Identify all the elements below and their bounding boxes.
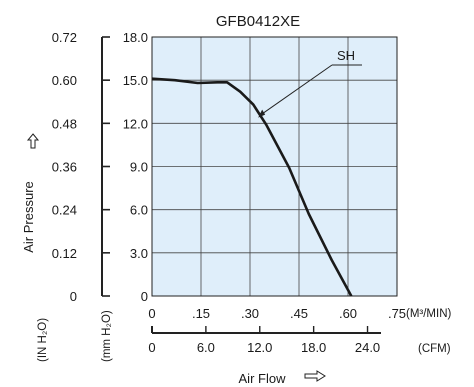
x-tick-label: .30: [241, 306, 259, 321]
series-leader-line: [260, 64, 333, 115]
mmh2o-tick-label: 6.0: [130, 203, 148, 218]
y-axis-label: Air Pressure: [21, 181, 36, 253]
mmh2o-tick-label: 0: [141, 289, 148, 304]
inh2o-tick-label: 0.36: [52, 160, 77, 175]
inh2o-tick-label: 0: [70, 289, 77, 304]
x-unit-m3min: (M³/MIN): [406, 308, 452, 320]
cfm-tick-label: 0: [148, 340, 155, 355]
mmh2o-tick-label: 18.0: [123, 30, 148, 45]
mmh2o-tick-label: 9.0: [130, 160, 148, 175]
cfm-tick-label: 6.0: [197, 340, 215, 355]
inh2o-tick-label: 0.72: [52, 30, 77, 45]
x-tick-label: .60: [339, 306, 357, 321]
cfm-tick-label: 12.0: [247, 340, 272, 355]
series-leader-arrowhead: [258, 109, 266, 118]
inh2o-tick-label: 0.12: [52, 246, 77, 261]
chart-title: GFB0412XE: [216, 13, 300, 30]
cfm-tick-label: 24.0: [355, 340, 380, 355]
inh2o-tick-label: 0.60: [52, 73, 77, 88]
y-unit-inh2o: (IN H₂O): [37, 318, 49, 362]
series-layer: SH: [151, 48, 362, 297]
series-label-sh: SH: [337, 48, 355, 63]
mmh2o-tick-label: 3.0: [130, 246, 148, 261]
cfm-tick-label: 18.0: [301, 340, 326, 355]
mmh2o-tick-label: 15.0: [123, 73, 148, 88]
up-arrow-icon: [26, 133, 40, 149]
tick-labels: 0 .15 .30 .45 .60 .75 0 6.0 12.0 18.0 24.0 0 3.0 6.0 9…: [52, 30, 406, 355]
right-arrow-icon: [304, 370, 326, 382]
plot-border: [151, 36, 398, 297]
y-unit-mmh2o: (mm H₂O): [101, 310, 113, 362]
inh2o-tick-label: 0.24: [52, 203, 77, 218]
x-tick-label: .45: [290, 306, 308, 321]
grid-lines: [152, 37, 397, 296]
x-axis-label: Air Flow: [239, 371, 287, 386]
mmh2o-tick-label: 12.0: [123, 116, 148, 131]
inh2o-tick-label: 0.48: [52, 116, 77, 131]
x-tick-label: 0: [148, 306, 155, 321]
x-tick-label: .15: [192, 306, 210, 321]
x-tick-label: .75: [388, 306, 406, 321]
series-line-sh: [151, 77, 353, 297]
x-unit-cfm: (CFM): [418, 343, 451, 355]
